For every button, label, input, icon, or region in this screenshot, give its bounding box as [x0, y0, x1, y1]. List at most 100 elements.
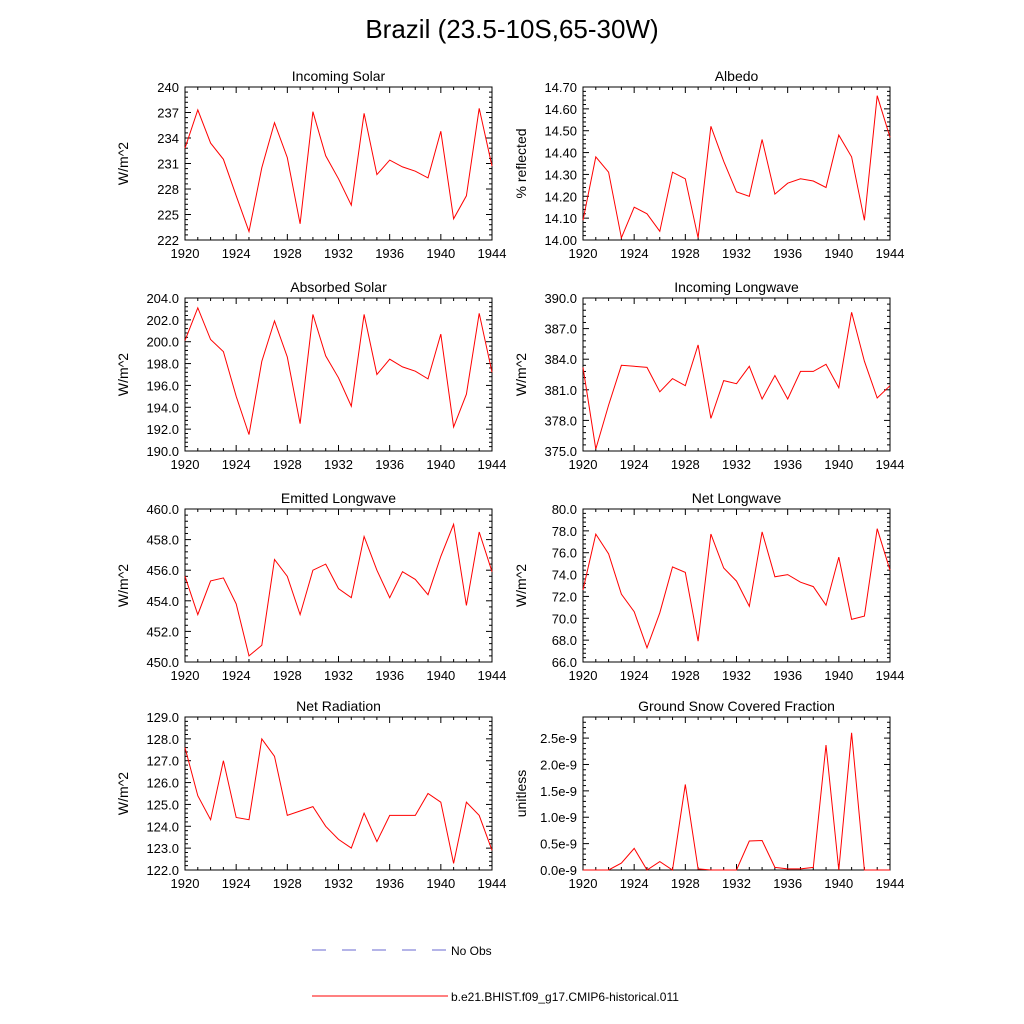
y-tick-label: 198.0 — [146, 357, 179, 372]
x-tick-label: 1920 — [569, 668, 598, 683]
y-axis-label: W/m^2 — [115, 142, 131, 185]
y-axis-label: W/m^2 — [115, 353, 131, 396]
x-tick-label: 1920 — [171, 246, 200, 261]
panel-emitted-longwave: Emitted Longwave W/m^2 1920 1924 1928 1932 193… — [115, 490, 506, 683]
y-tick-label: 123.0 — [146, 841, 179, 856]
x-tick-label: 1920 — [569, 876, 598, 891]
panel-title: Incoming Longwave — [674, 279, 799, 295]
x-tick-label: 1936 — [773, 457, 802, 472]
y-axis-label: W/m^2 — [115, 772, 131, 815]
x-tick-label: 1936 — [773, 246, 802, 261]
panel-title: Ground Snow Covered Fraction — [638, 698, 835, 714]
y-tick-label: 200.0 — [146, 335, 179, 350]
y-tick-label: 80.0 — [552, 502, 577, 517]
y-tick-label: 1.0e-9 — [540, 810, 577, 825]
x-tick-label: 1920 — [171, 668, 200, 683]
x-tick-label: 1932 — [324, 457, 353, 472]
page-title: Brazil (23.5-10S,65-30W) — [365, 14, 659, 44]
y-tick-label: 196.0 — [146, 378, 179, 393]
x-tick-label: 1944 — [876, 246, 905, 261]
y-tick-label: 122.0 — [146, 863, 179, 878]
legend-model-label: b.e21.BHIST.f09_g17.CMIP6-historical.011 — [451, 990, 679, 1004]
y-tick-label: 14.50 — [544, 124, 577, 139]
x-tick-label: 1932 — [722, 668, 751, 683]
y-tick-label: 76.0 — [552, 546, 577, 561]
plot-frame — [582, 86, 891, 241]
y-tick-label: 66.0 — [552, 655, 577, 670]
y-tick-label: 70.0 — [552, 611, 577, 626]
panel-title: Net Radiation — [296, 698, 381, 714]
y-tick-label: 190.0 — [146, 444, 179, 459]
y-tick-label: 68.0 — [552, 633, 577, 648]
y-tick-label: 129.0 — [146, 710, 179, 725]
x-tick-label: 1924 — [620, 876, 649, 891]
y-tick-label: 14.70 — [544, 80, 577, 95]
y-tick-label: 390.0 — [544, 291, 577, 306]
y-tick-label: 127.0 — [146, 754, 179, 769]
series-line-albedo — [582, 95, 891, 240]
panel-incoming-longwave: Incoming Longwave W/m^2 1920 1924 1928 1932 19… — [513, 279, 904, 472]
y-tick-label: 14.40 — [544, 146, 577, 161]
x-tick-label: 1944 — [478, 876, 507, 891]
x-tick-label: 1928 — [671, 668, 700, 683]
x-tick-label: 1940 — [824, 457, 853, 472]
x-tick-label: 1940 — [426, 246, 455, 261]
x-tick-label: 1932 — [722, 876, 751, 891]
y-tick-label: 231 — [157, 157, 179, 172]
y-tick-label: 192.0 — [146, 422, 179, 437]
x-tick-label: 1940 — [824, 876, 853, 891]
y-tick-label: 222 — [157, 233, 179, 248]
panel-title: Incoming Solar — [292, 68, 386, 84]
x-tick-label: 1928 — [273, 246, 302, 261]
x-tick-label: 1924 — [620, 457, 649, 472]
x-tick-label: 1924 — [222, 876, 251, 891]
x-tick-label: 1944 — [876, 668, 905, 683]
x-tick-label: 1928 — [671, 246, 700, 261]
series-line-absorbed-solar — [184, 306, 493, 435]
y-tick-label: 204.0 — [146, 291, 179, 306]
y-tick-label: 14.20 — [544, 189, 577, 204]
x-tick-label: 1920 — [171, 457, 200, 472]
series-line-incoming-longwave — [582, 312, 891, 450]
x-tick-label: 1928 — [273, 457, 302, 472]
panel-ground-snow-covered-fraction: Ground Snow Covered Fraction unitless 1920… — [513, 698, 904, 891]
x-tick-label: 1928 — [273, 668, 302, 683]
x-tick-label: 1928 — [273, 876, 302, 891]
series-line-ground-snow-covered-fraction — [583, 732, 890, 871]
y-tick-label: 2.5e-9 — [540, 731, 577, 746]
y-tick-label: 458.0 — [146, 533, 179, 548]
y-axis-label: W/m^2 — [513, 564, 529, 607]
panel-title: Net Longwave — [692, 490, 782, 506]
x-tick-label: 1932 — [722, 246, 751, 261]
x-tick-label: 1936 — [375, 668, 404, 683]
x-tick-label: 1940 — [426, 457, 455, 472]
x-tick-label: 1944 — [478, 246, 507, 261]
y-tick-label: 381.0 — [544, 383, 577, 398]
x-tick-label: 1932 — [324, 668, 353, 683]
y-tick-label: 225 — [157, 208, 179, 223]
x-tick-label: 1940 — [824, 668, 853, 683]
x-tick-label: 1924 — [222, 668, 251, 683]
panel-incoming-solar: Incoming Solar W/m^2 1920 1924 1928 1932 1936 1… — [115, 68, 506, 261]
y-tick-label: 384.0 — [544, 352, 577, 367]
y-tick-label: 124.0 — [146, 819, 179, 834]
y-tick-label: 228 — [157, 182, 179, 197]
y-tick-label: 1.5e-9 — [540, 784, 577, 799]
y-tick-label: 126.0 — [146, 776, 179, 791]
y-axis-label: W/m^2 — [115, 564, 131, 607]
x-tick-label: 1936 — [375, 457, 404, 472]
panel-net-radiation: Net Radiation W/m^2 1920 1924 1928 1932 1936 19… — [115, 698, 506, 891]
panel-absorbed-solar: Absorbed Solar W/m^2 1920 1924 1928 1932 1936 1… — [115, 279, 506, 472]
y-tick-label: 237 — [157, 106, 179, 121]
x-tick-label: 1920 — [171, 876, 200, 891]
y-tick-label: 450.0 — [146, 655, 179, 670]
plot-frame — [582, 297, 891, 452]
panel-group: Incoming Solar W/m^2 1920 1924 1928 1932 1936 1… — [115, 68, 904, 891]
x-tick-label: 1932 — [324, 246, 353, 261]
x-tick-label: 1940 — [426, 876, 455, 891]
y-tick-label: 125.0 — [146, 797, 179, 812]
y-tick-label: 202.0 — [146, 313, 179, 328]
x-tick-label: 1924 — [620, 246, 649, 261]
y-tick-label: 194.0 — [146, 400, 179, 415]
y-tick-label: 378.0 — [544, 413, 577, 428]
